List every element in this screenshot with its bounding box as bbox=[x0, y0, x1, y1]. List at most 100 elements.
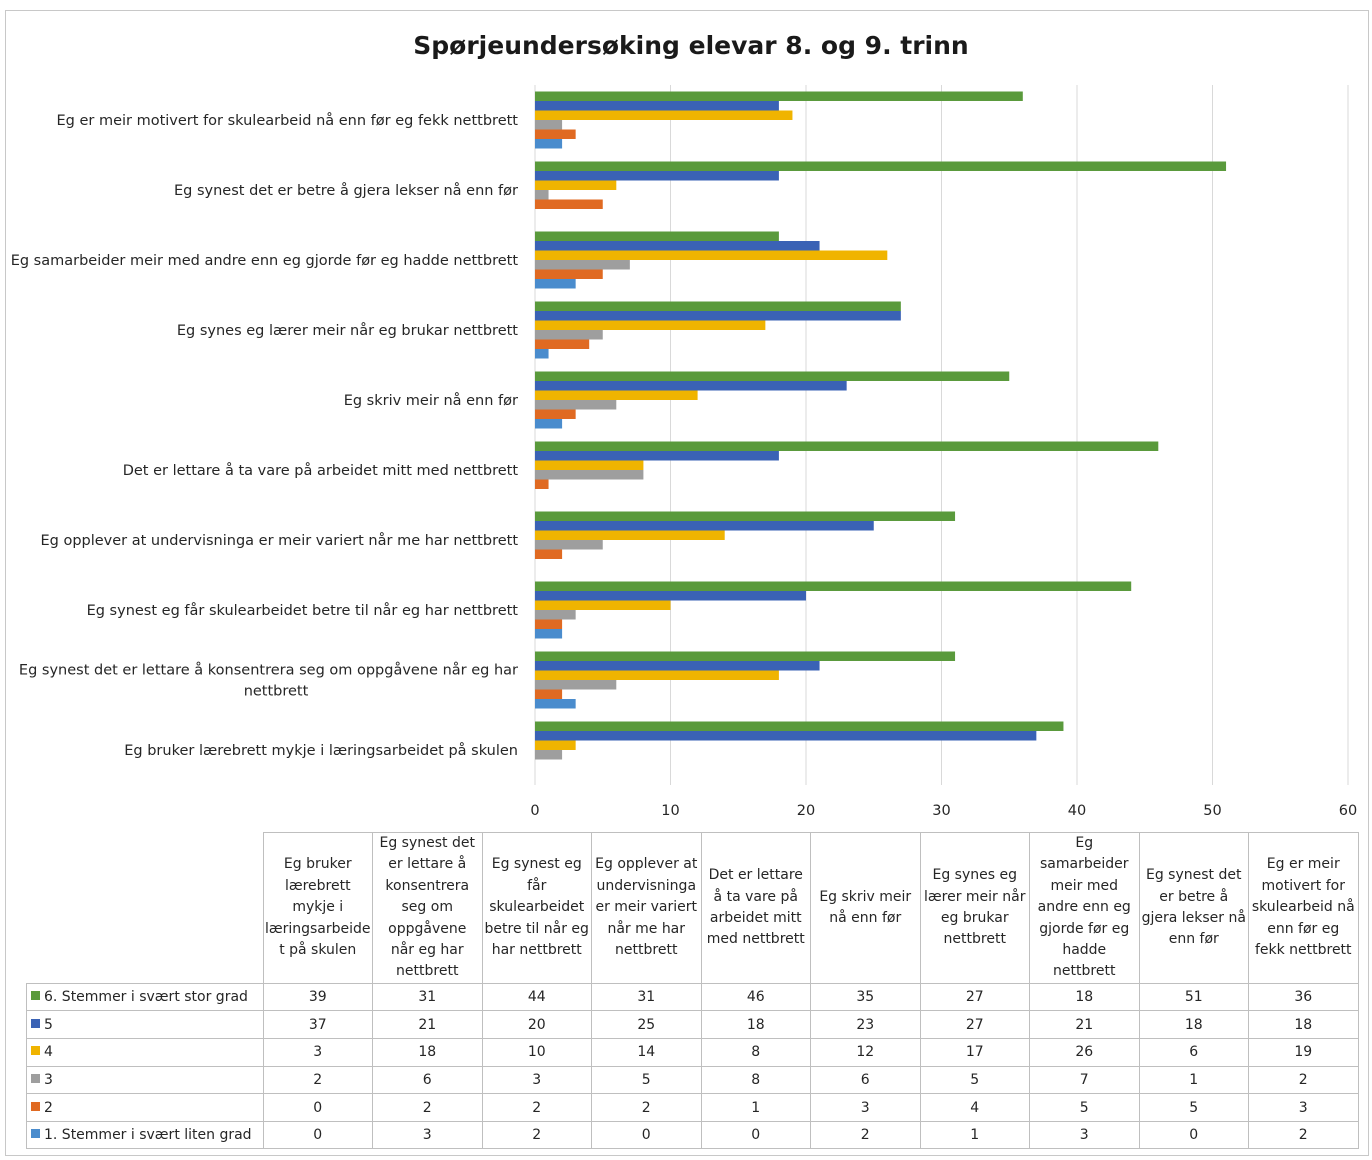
table-cell: 1 bbox=[919, 1120, 1030, 1150]
category-label-line: Eg synest eg får skulearbeidet betre til… bbox=[87, 602, 519, 619]
legend-label: 4 bbox=[44, 1044, 53, 1061]
bar bbox=[535, 549, 563, 559]
bar bbox=[535, 250, 888, 260]
table-cell: 8 bbox=[700, 1065, 811, 1095]
table-header-line: gjera lekser nå bbox=[1141, 909, 1246, 926]
category-labels: Eg bruker lærebrett mykje i læringsarbei… bbox=[11, 112, 519, 759]
bar bbox=[535, 381, 847, 391]
table-cell: 3 bbox=[1029, 1120, 1140, 1150]
data-table: Eg bruker lærebrett mykje i læringsarbeide t… bbox=[26, 832, 1359, 1150]
table-cell: 46 bbox=[700, 982, 811, 1012]
table-header-line: Eg synest det bbox=[1146, 867, 1242, 884]
legend-cell: 2 bbox=[26, 1093, 264, 1122]
table-header-line: er lettare å bbox=[388, 856, 467, 873]
legend-label: 2 bbox=[44, 1099, 53, 1116]
bar bbox=[535, 680, 617, 690]
table-header-line: Eg bbox=[1075, 835, 1094, 851]
x-tick-label: 30 bbox=[932, 803, 950, 819]
table-cell: 2 bbox=[372, 1093, 483, 1122]
bar bbox=[535, 409, 576, 419]
category-label-line: Eg skriv meir nå enn før bbox=[344, 392, 518, 409]
table-header-line: Eg synest eg bbox=[491, 856, 582, 873]
table-cell: 18 bbox=[372, 1038, 483, 1067]
table-row: 1. Stemmer i svært liten grad 0 3 2 0 0 2 1 3 0 2 bbox=[26, 1120, 1359, 1150]
category-label: Eg bruker lærebrett mykje i læringsarbei… bbox=[124, 742, 518, 759]
legend-label: 1. Stemmer i svært liten grad bbox=[44, 1127, 252, 1144]
table-column-header: Eg opplever at undervisninga er meir varie… bbox=[591, 832, 702, 984]
table-cell: 2 bbox=[810, 1120, 921, 1150]
bar bbox=[535, 479, 549, 489]
table-header-line: t på skulen bbox=[279, 942, 357, 959]
category-label-line: nettbrett bbox=[244, 684, 309, 700]
bar bbox=[535, 470, 644, 480]
x-tick-label: 40 bbox=[1068, 803, 1086, 819]
bar bbox=[535, 91, 1023, 101]
x-tick-label: 60 bbox=[1339, 803, 1357, 819]
bar bbox=[535, 740, 576, 750]
category-label: Det er lettare å ta vare på arbeidet mit… bbox=[123, 462, 519, 479]
table-cell: 19 bbox=[1248, 1038, 1359, 1067]
table-cell: 18 bbox=[1248, 1010, 1359, 1040]
table-header-line: Det er lettare bbox=[708, 867, 803, 884]
category-label-line: Eg synest det er betre å gjera lekser nå… bbox=[174, 182, 518, 199]
table-cell: 3 bbox=[481, 1065, 592, 1095]
table-header-line: lærebrett bbox=[284, 877, 351, 894]
category-label-line: Det er lettare å ta vare på arbeidet mit… bbox=[123, 462, 519, 479]
bar bbox=[535, 320, 766, 330]
table-header-line: nå enn før bbox=[829, 909, 902, 926]
table-cell: 5 bbox=[1138, 1093, 1249, 1122]
table-cell: 3 bbox=[810, 1093, 921, 1122]
bar bbox=[535, 699, 576, 709]
bar bbox=[535, 180, 617, 190]
bar bbox=[535, 339, 590, 349]
table-cell: 14 bbox=[591, 1038, 702, 1067]
x-tick-label: 50 bbox=[1203, 803, 1221, 819]
bar bbox=[535, 371, 1010, 381]
category-label: Eg synest det er betre å gjera lekser nå… bbox=[174, 182, 518, 199]
bar bbox=[535, 311, 901, 321]
legend-label: 5 bbox=[44, 1016, 53, 1033]
table-cell: 6 bbox=[372, 1065, 483, 1095]
table-header-line: Eg skriv meir bbox=[819, 888, 912, 905]
table-cell: 2 bbox=[481, 1120, 592, 1150]
table-cell: 4 bbox=[919, 1093, 1030, 1122]
table-cell: 2 bbox=[481, 1093, 592, 1122]
bar bbox=[535, 301, 901, 311]
bar bbox=[535, 511, 956, 521]
table-column-header: Det er lettare å ta vare på arbeidet mitt m… bbox=[700, 832, 811, 984]
table-cell: 3 bbox=[1248, 1093, 1359, 1122]
bar bbox=[535, 530, 725, 540]
bar bbox=[535, 110, 793, 120]
table-cell: 27 bbox=[919, 1010, 1030, 1040]
bar bbox=[535, 689, 563, 699]
table-cell: 21 bbox=[1029, 1010, 1140, 1040]
table-corner bbox=[27, 833, 264, 984]
bar bbox=[535, 441, 1159, 451]
table-cell: 37 bbox=[262, 1010, 373, 1040]
bar bbox=[535, 610, 576, 620]
table-header-line: meir med bbox=[1050, 877, 1118, 894]
table-cell: 23 bbox=[810, 1010, 921, 1040]
table-row: 4 3 18 10 14 8 12 17 26 6 19 bbox=[26, 1038, 1359, 1067]
table-header-line: konsentrera bbox=[385, 877, 470, 894]
table-header-line: når eg har bbox=[390, 942, 464, 959]
bar bbox=[535, 269, 603, 279]
table-column-header: Eg synest det er lettare å konsentrera seg … bbox=[372, 832, 483, 984]
table-cell: 5 bbox=[919, 1065, 1030, 1095]
bar bbox=[535, 670, 779, 680]
bar bbox=[535, 661, 820, 671]
table-column-header: Eg synes eg lærer meir når eg brukar nettbr… bbox=[919, 832, 1030, 984]
x-tick-label: 20 bbox=[797, 803, 815, 819]
category-label: Eg opplever at undervisninga er meir var… bbox=[40, 532, 518, 549]
x-axis-ticks: 0 10 20 30 40 50 60 bbox=[530, 803, 1357, 819]
table-row: 6. Stemmer i svært stor grad 39 31 44 31 46 35… bbox=[26, 982, 1359, 1012]
bar bbox=[535, 279, 576, 289]
bar bbox=[535, 540, 603, 550]
table-cell: 0 bbox=[262, 1120, 373, 1150]
table-column-header: Eg synest eg får skulearbeidet betre til nå… bbox=[481, 832, 592, 984]
table-cell: 21 bbox=[372, 1010, 483, 1040]
table-cell: 3 bbox=[372, 1120, 483, 1150]
table-column-header: Eg bruker lærebrett mykje i læringsarbeide t… bbox=[262, 832, 373, 984]
category-label: Eg synes eg lærer meir når eg brukar net… bbox=[177, 322, 518, 339]
